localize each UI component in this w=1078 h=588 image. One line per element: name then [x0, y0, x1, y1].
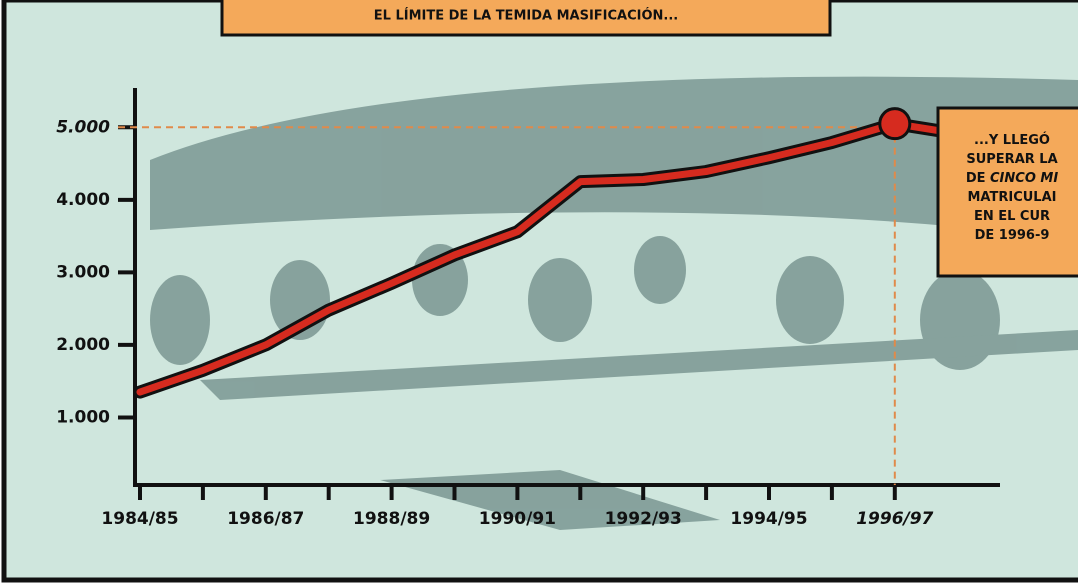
annotation-segment: CINCO MI: [990, 171, 1058, 186]
annotation-segment: DE: [966, 171, 990, 186]
annotation-segment: SUPERAR LA: [966, 152, 1057, 167]
annotation-line: ...Y LLEGÓ: [974, 132, 1050, 148]
y-tick-label: 5.000: [56, 117, 110, 137]
banner: EL LÍMITE DE LA TEMIDA MASIFICACIÓN...: [374, 8, 678, 24]
annotation-segment: EN EL CUR: [974, 209, 1050, 224]
annotation-line: SUPERAR LA: [966, 152, 1057, 167]
end-point: [880, 109, 910, 139]
x-tick-label: 1984/85: [101, 509, 178, 529]
y-tick-label: 2.000: [56, 335, 110, 355]
annotation-line: DE 1996-9: [975, 228, 1050, 243]
x-tick-label: 1990/91: [479, 509, 556, 529]
x-tick-label: 1996/97: [856, 509, 933, 529]
annotation-segment: MATRICULAI: [968, 190, 1057, 205]
page: {"chart_data": {"type": "line", "banner"…: [0, 0, 1078, 588]
x-tick-label: 1986/87: [227, 509, 304, 529]
y-tick-label: 1.000: [56, 407, 110, 427]
annotation-segment: ...Y LLEGÓ: [974, 132, 1050, 148]
annotation-segment: DE 1996-9: [975, 228, 1050, 243]
x-tick-label: 1994/95: [730, 509, 807, 529]
annotation-line: EN EL CUR: [974, 209, 1050, 224]
annotation-line: MATRICULAI: [968, 190, 1057, 205]
chart: EL LÍMITE DE LA TEMIDA MASIFICACIÓN... 1…: [0, 0, 1078, 588]
x-tick-label: 1992/93: [605, 509, 682, 529]
annotation-line: DE CINCO MI: [966, 171, 1059, 186]
y-tick-label: 4.000: [56, 190, 110, 210]
y-tick-label: 3.000: [56, 262, 110, 282]
x-tick-label: 1988/89: [353, 509, 430, 529]
